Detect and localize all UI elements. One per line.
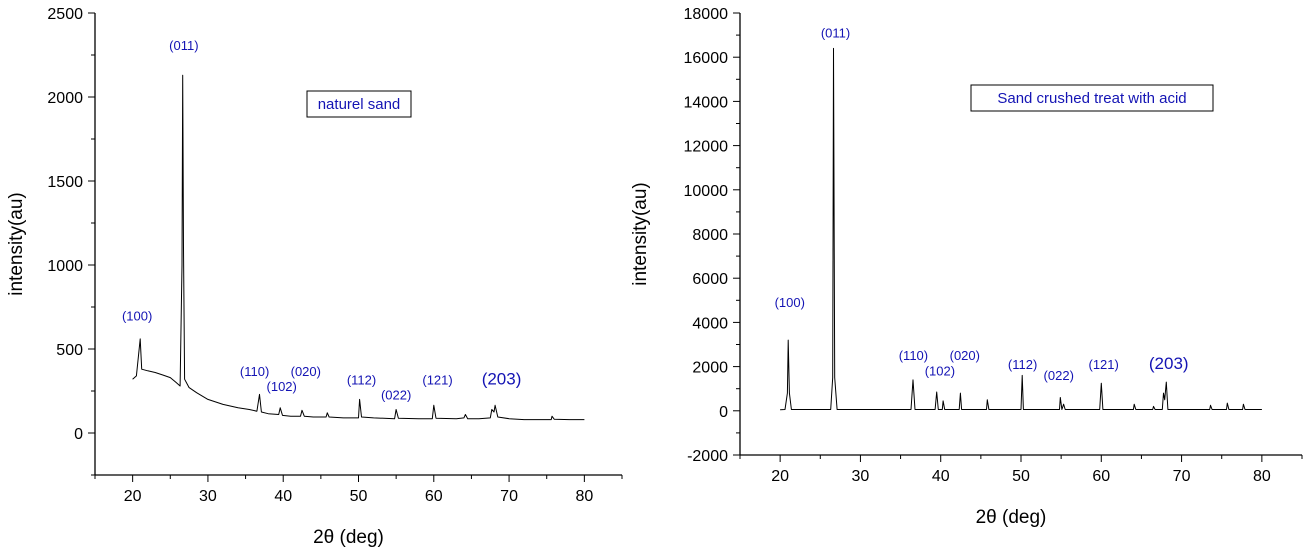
legend-box — [970, 84, 1214, 112]
x-tick-label: 40 — [274, 488, 292, 505]
peak-label: (112) — [1008, 357, 1037, 372]
xrd-pattern-line — [780, 47, 1262, 411]
peak-label: (022) — [381, 387, 411, 402]
legend-label: naturel sand — [318, 96, 401, 113]
legend-box — [306, 90, 412, 118]
x-tick-label: 50 — [350, 488, 368, 505]
y-tick-label: 1000 — [47, 258, 83, 275]
x-tick-label: 60 — [425, 488, 443, 505]
peak-label: (203) — [482, 369, 522, 388]
y-tick-label: 12000 — [684, 139, 729, 156]
x-tick-label: 70 — [500, 488, 518, 505]
y-axis-label: intensity(au) — [6, 192, 27, 296]
y-tick-label: 18000 — [684, 6, 729, 23]
y-tick-label: -2000 — [687, 448, 728, 465]
peak-label: (112) — [347, 372, 376, 387]
x-tick-label: 50 — [1012, 468, 1030, 485]
y-tick-label: 2500 — [47, 6, 83, 23]
x-axis-label: 2θ (deg) — [313, 527, 384, 548]
peak-label: (203) — [1149, 354, 1189, 373]
x-tick-label: 30 — [199, 488, 217, 505]
x-tick-label: 60 — [1092, 468, 1110, 485]
x-tick-label: 30 — [852, 468, 870, 485]
peak-label: (011) — [821, 25, 850, 40]
y-tick-label: 8000 — [692, 227, 728, 244]
x-tick-label: 20 — [124, 488, 142, 505]
x-tick-label: 80 — [575, 488, 593, 505]
peak-label: (100) — [775, 295, 805, 310]
peak-label: (102) — [925, 363, 955, 378]
xrd-pattern-line — [132, 74, 585, 421]
peak-label: (110) — [240, 364, 269, 379]
chart-panel-1: 0 500 1000 1500 2000 2500 20 30 40 50 60 70 80 2θ (de… — [6, 6, 623, 548]
peak-label: (020) — [291, 364, 321, 379]
peak-label: (102) — [267, 379, 297, 394]
peak-label: (110) — [899, 348, 928, 363]
x-tick-label: 80 — [1253, 468, 1271, 485]
x-axis-label: 2θ (deg) — [976, 507, 1047, 528]
x-tick-label: 40 — [932, 468, 950, 485]
y-tick-label: 16000 — [684, 50, 729, 67]
peak-label: (100) — [122, 308, 152, 323]
chart-panel-2: -2000 0 2000 4000 6000 8000 10000 12000 14000 160… — [630, 6, 1303, 528]
y-tick-label: 4000 — [692, 315, 728, 332]
legend-label: Sand crushed treat with acid — [997, 90, 1186, 107]
peak-label: (022) — [1044, 368, 1074, 383]
y-tick-label: 1500 — [47, 174, 83, 191]
peak-label: (020) — [950, 348, 980, 363]
y-axis-label: intensity(au) — [630, 182, 651, 286]
y-tick-label: 2000 — [47, 90, 83, 107]
peak-label: (121) — [1089, 357, 1119, 372]
y-tick-label: 6000 — [692, 271, 728, 288]
y-tick-label: 2000 — [692, 360, 728, 377]
y-tick-label: 10000 — [684, 183, 729, 200]
y-tick-label: 14000 — [684, 94, 729, 111]
peak-label: (121) — [422, 372, 452, 387]
y-tick-label: 0 — [719, 404, 728, 421]
y-tick-label: 0 — [74, 426, 83, 443]
y-tick-label: 500 — [56, 342, 83, 359]
peak-label: (011) — [169, 38, 198, 53]
x-tick-label: 70 — [1173, 468, 1191, 485]
x-tick-label: 20 — [771, 468, 789, 485]
